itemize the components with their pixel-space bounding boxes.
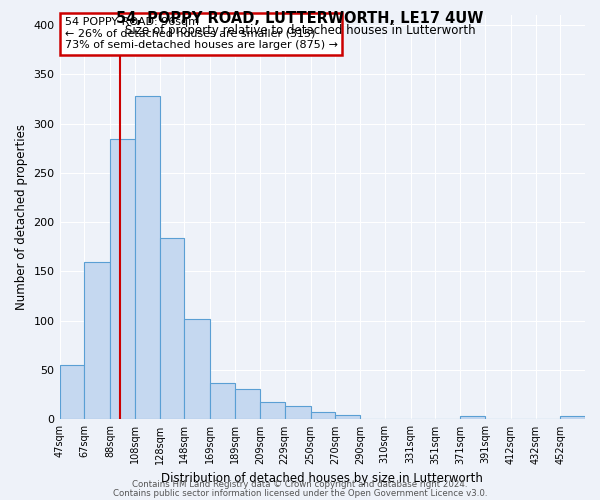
Text: 54 POPPY ROAD: 96sqm
← 26% of detached houses are smaller (315)
73% of semi-deta: 54 POPPY ROAD: 96sqm ← 26% of detached h… <box>65 17 338 50</box>
Y-axis label: Number of detached properties: Number of detached properties <box>15 124 28 310</box>
Bar <box>311 412 335 420</box>
Text: Size of property relative to detached houses in Lutterworth: Size of property relative to detached ho… <box>125 24 475 37</box>
Bar <box>260 402 284 419</box>
Text: Contains public sector information licensed under the Open Government Licence v3: Contains public sector information licen… <box>113 488 487 498</box>
Bar <box>560 416 585 420</box>
Bar <box>284 406 311 419</box>
Bar <box>135 96 160 420</box>
Bar <box>84 262 110 420</box>
Bar <box>235 389 260 420</box>
Bar <box>460 416 485 420</box>
Text: Contains HM Land Registry data © Crown copyright and database right 2024.: Contains HM Land Registry data © Crown c… <box>132 480 468 489</box>
Bar <box>335 416 360 420</box>
X-axis label: Distribution of detached houses by size in Lutterworth: Distribution of detached houses by size … <box>161 472 483 485</box>
Bar <box>160 238 184 420</box>
Bar <box>184 319 211 420</box>
Bar <box>110 140 135 419</box>
Text: 54, POPPY ROAD, LUTTERWORTH, LE17 4UW: 54, POPPY ROAD, LUTTERWORTH, LE17 4UW <box>116 11 484 26</box>
Bar <box>59 365 84 420</box>
Bar <box>211 383 235 420</box>
